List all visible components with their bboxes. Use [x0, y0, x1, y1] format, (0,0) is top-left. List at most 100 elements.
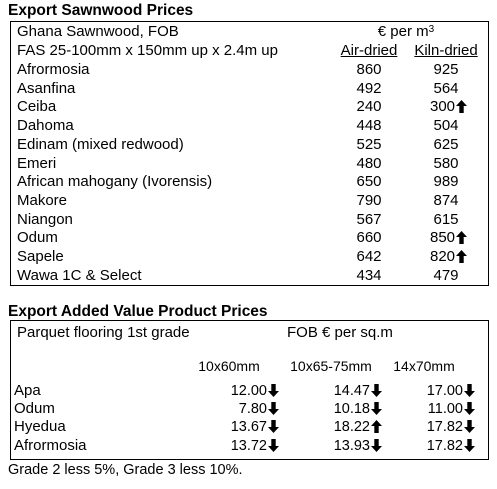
arrow-down-icon: [371, 402, 382, 416]
parquet-price: 13.67: [231, 418, 279, 436]
arrow-up-icon: [456, 231, 468, 245]
air-dried-price: 492: [356, 79, 382, 97]
size-header: 10x65-75mm: [290, 358, 372, 374]
size-header: 10x60mm: [198, 358, 260, 374]
arrow-down-icon: [464, 384, 475, 397]
sawnwood-row: Makore 790 874: [11, 192, 488, 211]
air-dried-price: 567: [356, 210, 382, 228]
arrow-up-icon: [371, 420, 382, 434]
parquet-price: 13.72: [231, 437, 279, 455]
sawnwood-row: Asanfina 492 564: [11, 80, 488, 99]
col-kiln-dried: Kiln-dried: [414, 42, 478, 59]
species-name: Edinam (mixed redwood): [17, 135, 184, 153]
air-dried-price: 860: [356, 61, 382, 78]
species-name: Wawa 1C & Select: [17, 266, 142, 284]
species-name: African mahogany (Ivorensis): [17, 173, 213, 191]
kiln-dried-price: 504: [433, 117, 459, 135]
species-name: Odum: [14, 400, 55, 418]
sawnwood-title: Export Sawnwood Prices: [8, 2, 194, 19]
parquet-row: Hyedua 13.67 18.22 17.82: [11, 418, 488, 437]
arrow-up-icon: [456, 100, 468, 114]
species-name: Sapele: [17, 248, 64, 265]
sawnwood-row: Odum 660 850: [11, 229, 488, 248]
sawnwood-header-row-1: Ghana Sawnwood, FOB € per m3: [11, 23, 488, 42]
kiln-dried-price: 615: [433, 210, 459, 228]
parquet-price: 10.18: [334, 400, 382, 418]
arrow-down-icon: [464, 438, 475, 452]
arrow-down-icon: [371, 438, 382, 452]
sawnwood-header-row-2: FAS 25-100mm x 150mm up x 2.4m up Air-dr…: [11, 42, 488, 61]
species-name: Niangon: [17, 210, 73, 228]
grade-note: Grade 2 less 5%, Grade 3 less 10%.: [8, 462, 243, 478]
kiln-dried-price: 580: [433, 154, 459, 172]
sawnwood-row: Sapele 642 820: [11, 248, 488, 267]
arrow-down-icon: [268, 384, 279, 397]
parquet-header-grade: Parquet flooring 1st grade: [17, 324, 190, 341]
air-dried-price: 525: [356, 135, 382, 153]
sawnwood-row: African mahogany (Ivorensis) 650 989: [11, 173, 488, 192]
air-dried-price: 480: [356, 154, 382, 172]
arrow-down-icon: [268, 402, 279, 416]
parquet-table: Parquet flooring 1st grade FOB € per sq.…: [10, 320, 489, 460]
kiln-dried-price: 479: [433, 266, 459, 284]
arrow-down-icon: [464, 420, 475, 434]
arrow-up-icon: [456, 250, 468, 263]
sawnwood-row: Edinam (mixed redwood) 525 625: [11, 136, 488, 155]
parquet-price: 13.93: [334, 437, 382, 455]
parquet-price: 18.22: [334, 418, 382, 436]
sawnwood-row: Emeri 480 580: [11, 155, 488, 174]
kiln-dried-price: 874: [433, 191, 459, 209]
col-air-dried: Air-dried: [340, 42, 398, 59]
arrow-down-icon: [268, 438, 279, 452]
parquet-price: 17.82: [427, 437, 475, 455]
air-dried-price: 790: [356, 191, 382, 209]
species-name: Makore: [17, 191, 68, 209]
parquet-price: 7.80: [239, 400, 279, 418]
currency-label: € per m3: [377, 23, 435, 40]
air-dried-price: 240: [356, 98, 382, 116]
kiln-dried-price: 300: [406, 98, 486, 117]
species-name: Apa: [14, 382, 41, 399]
kiln-dried-price: 625: [433, 135, 459, 153]
species-name: Asanfina: [17, 79, 76, 97]
kiln-dried-price: 564: [433, 79, 459, 97]
air-dried-price: 448: [356, 117, 382, 135]
sawnwood-row: Afrormosia 860 925: [11, 61, 488, 80]
sawnwood-header-spec: FAS 25-100mm x 150mm up x 2.4m up: [17, 42, 278, 59]
air-dried-price: 434: [356, 266, 382, 284]
kiln-dried-price: 820: [406, 248, 486, 267]
parquet-price: 11.00: [428, 400, 475, 418]
air-dried-price: 642: [356, 248, 382, 265]
species-name: Afrormosia: [14, 436, 87, 454]
sawnwood-header-origin: Ghana Sawnwood, FOB: [17, 23, 179, 40]
parquet-header-fob: FOB € per sq.m: [287, 324, 393, 341]
parquet-price: 12.00: [231, 382, 279, 400]
parquet-price: 17.82: [427, 418, 475, 436]
parquet-title: Export Added Value Product Prices: [8, 303, 268, 320]
sawnwood-row: Niangon 567 615: [11, 211, 488, 230]
species-name: Odum: [17, 229, 58, 247]
air-dried-price: 660: [356, 229, 382, 247]
species-name: Hyedua: [14, 418, 66, 436]
parquet-price: 17.00: [427, 382, 475, 400]
parquet-header-row: Parquet flooring 1st grade FOB € per sq.…: [11, 324, 488, 343]
sawnwood-table: Ghana Sawnwood, FOB € per m3 FAS 25-100m…: [10, 21, 489, 286]
size-header: 14x70mm: [393, 358, 455, 374]
kiln-dried-price: 850: [406, 229, 486, 248]
sawnwood-row: Ceiba 240 300: [11, 98, 488, 117]
species-name: Afrormosia: [17, 61, 90, 78]
sawnwood-row: Wawa 1C & Select 434 479: [11, 267, 488, 286]
arrow-down-icon: [464, 402, 475, 416]
parquet-row: Afrormosia 13.72 13.93 17.82: [11, 437, 488, 456]
parquet-row: Odum 7.80 10.18 11.00: [11, 400, 488, 419]
species-name: Emeri: [17, 154, 57, 172]
air-dried-price: 650: [356, 173, 382, 191]
arrow-down-icon: [371, 384, 382, 397]
parquet-row: Apa 12.00 14.47 17.00: [11, 382, 488, 401]
kiln-dried-price: 925: [433, 61, 459, 78]
arrow-down-icon: [268, 420, 279, 434]
parquet-price: 14.47: [334, 382, 382, 400]
species-name: Dahoma: [17, 117, 74, 135]
sawnwood-row: Dahoma 448 504: [11, 117, 488, 136]
kiln-dried-price: 989: [433, 173, 459, 191]
